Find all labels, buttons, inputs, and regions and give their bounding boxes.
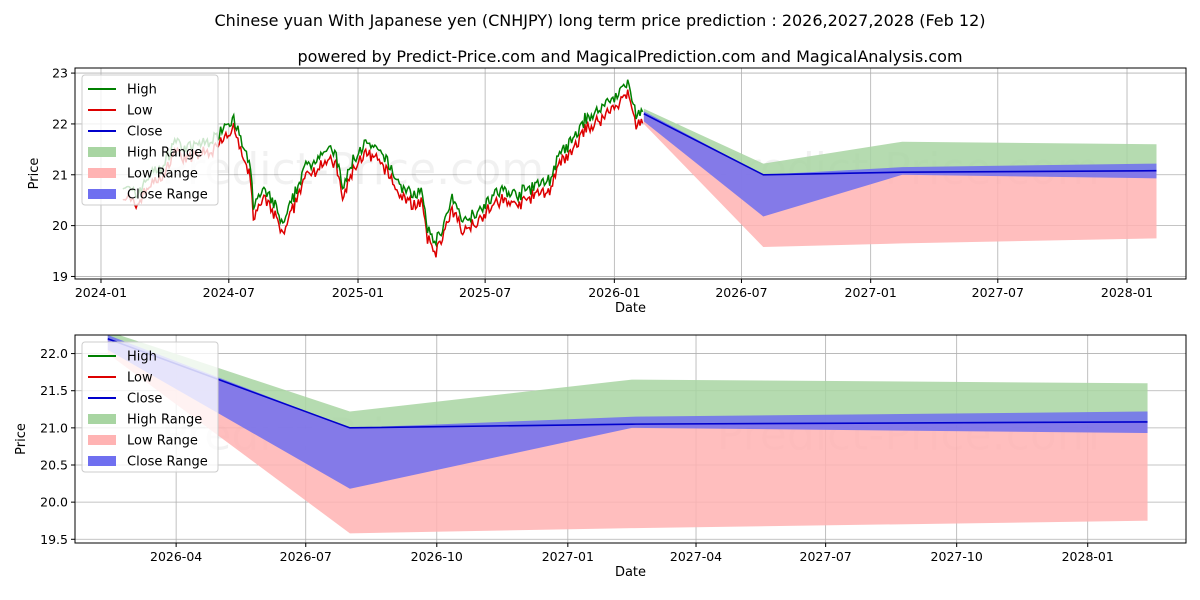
- legend-swatch: [88, 147, 116, 157]
- x-tick-label: 2027-04: [670, 549, 722, 564]
- x-tick-label: 2027-07: [972, 285, 1024, 300]
- chart-subtitle: powered by Predict-Price.com and Magical…: [297, 47, 962, 66]
- close-range-band: [107, 335, 1148, 489]
- y-tick-label: 19: [52, 269, 68, 284]
- x-tick-label: 2028-01: [1062, 549, 1114, 564]
- x-tick-label: 2028-01: [1101, 285, 1153, 300]
- x-axis-label: Date: [615, 301, 646, 316]
- y-tick-label: 20.0: [40, 495, 68, 510]
- legend-label: Close: [127, 392, 162, 407]
- legend: High Low Close High Range Low Range Close Ran…: [81, 341, 219, 473]
- chart-title: Chinese yuan With Japanese yen (CNHJPY) …: [215, 11, 986, 30]
- legend: High Low Close High Range Low Range Close Ran…: [81, 74, 219, 206]
- x-tick-label: 2027-01: [845, 285, 897, 300]
- x-tick-label: 2025-07: [459, 285, 511, 300]
- close-line: [643, 113, 1157, 176]
- axes-frame: [74, 334, 1187, 544]
- x-tick-label: 2027-07: [800, 549, 852, 564]
- bottom-panel: Predict-Price.comPredict-Price.com2026-0…: [14, 334, 1187, 580]
- y-axis-label: Price: [27, 158, 42, 190]
- high-range-band: [643, 108, 1157, 175]
- y-tick-label: 22.0: [40, 346, 68, 361]
- y-tick-label: 19.5: [40, 532, 68, 547]
- legend-label: High: [127, 350, 157, 365]
- x-tick-label: 2026-04: [150, 549, 202, 564]
- legend-label: Low: [127, 371, 153, 386]
- x-tick-label: 2026-07: [280, 549, 332, 564]
- x-tick-label: 2027-10: [931, 549, 983, 564]
- x-tick-label: 2024-07: [203, 285, 255, 300]
- y-tick-label: 21.5: [40, 383, 68, 398]
- x-tick-label: 2026-01: [588, 285, 640, 300]
- x-tick-label: 2026-07: [715, 285, 767, 300]
- y-tick-label: 21.0: [40, 420, 68, 435]
- high-range-band: [107, 335, 1148, 428]
- y-tick-label: 21: [52, 167, 68, 182]
- x-tick-label: 2024-01: [75, 285, 127, 300]
- legend-label: Close Range: [127, 188, 208, 203]
- close-line: [107, 337, 1148, 429]
- legend-label: Low: [127, 104, 153, 119]
- y-tick-label: 22: [52, 116, 68, 131]
- legend-swatch: [88, 435, 116, 445]
- y-tick-label: 23: [52, 66, 68, 81]
- close-range-band: [643, 111, 1157, 217]
- y-axis-label: Price: [14, 423, 29, 455]
- x-tick-label: 2026-10: [411, 549, 463, 564]
- legend-label: Low Range: [127, 167, 198, 182]
- legend-label: High Range: [127, 146, 202, 161]
- legend-swatch: [88, 414, 116, 424]
- x-axis-label: Date: [615, 565, 646, 580]
- x-tick-label: 2025-01: [332, 285, 384, 300]
- top-panel: Predict-Price.comPredict-Price.com2024-0…: [27, 66, 1187, 316]
- legend-label: Close Range: [127, 455, 208, 470]
- x-tick-label: 2027-01: [542, 549, 594, 564]
- legend-label: Close: [127, 125, 162, 140]
- y-tick-label: 20: [52, 218, 68, 233]
- legend-label: Low Range: [127, 434, 198, 449]
- y-tick-label: 20.5: [40, 458, 68, 473]
- legend-swatch: [88, 168, 116, 178]
- legend-label: High: [127, 83, 157, 98]
- plot-area: [107, 335, 1148, 534]
- legend-swatch: [88, 456, 116, 466]
- legend-label: High Range: [127, 413, 202, 428]
- legend-swatch: [88, 189, 116, 199]
- axes-frame: [74, 67, 1187, 280]
